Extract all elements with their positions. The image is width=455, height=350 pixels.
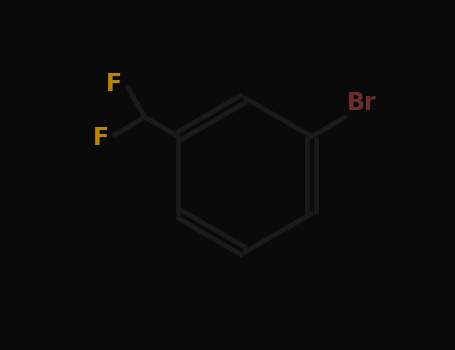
Text: Br: Br — [347, 91, 376, 116]
Text: F: F — [93, 126, 109, 149]
Text: F: F — [106, 72, 122, 96]
